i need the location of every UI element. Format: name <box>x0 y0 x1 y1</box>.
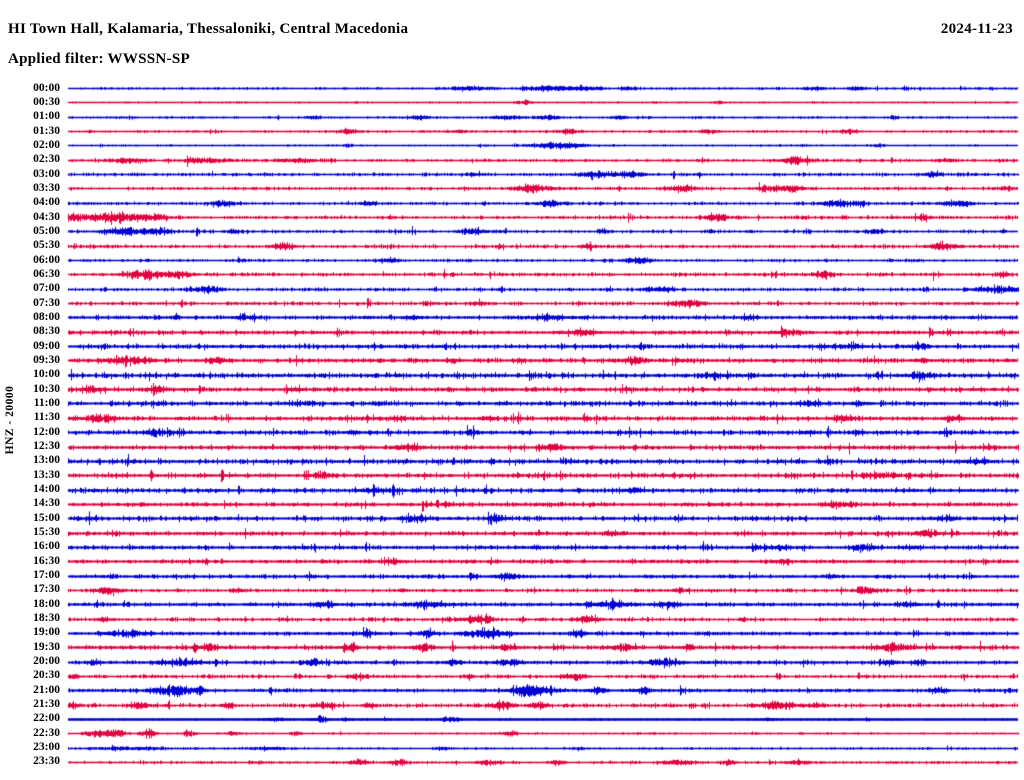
time-label: 03:30 <box>33 181 60 194</box>
time-label: 19:30 <box>33 640 60 653</box>
time-label: 12:00 <box>33 425 60 438</box>
time-label: 14:30 <box>33 497 60 510</box>
time-label: 17:00 <box>33 569 60 582</box>
time-label: 21:00 <box>33 683 60 696</box>
time-label: 20:00 <box>33 655 60 668</box>
station-title: HI Town Hall, Kalamaria, Thessaloniki, C… <box>8 21 409 37</box>
time-label: 21:30 <box>33 698 60 711</box>
time-label: 16:30 <box>33 554 60 567</box>
time-label: 23:30 <box>33 755 60 768</box>
time-label: 06:00 <box>33 253 60 266</box>
time-label: 16:00 <box>33 540 60 553</box>
time-label: 22:30 <box>33 726 60 739</box>
time-label: 04:30 <box>33 210 60 223</box>
time-label: 04:00 <box>33 196 60 209</box>
time-label: 14:00 <box>33 483 60 496</box>
date-label: 2024-11-23 <box>940 21 1013 37</box>
time-label: 22:00 <box>33 712 60 725</box>
time-label: 11:00 <box>33 396 60 409</box>
time-label: 08:30 <box>33 325 60 338</box>
time-label: 15:30 <box>33 526 60 539</box>
time-label: 10:00 <box>33 368 60 381</box>
time-label: 02:00 <box>33 138 60 151</box>
time-label: 12:30 <box>33 440 60 452</box>
time-label: 17:30 <box>33 583 60 596</box>
time-label: 18:30 <box>33 612 60 625</box>
time-label: 05:00 <box>33 224 60 237</box>
time-label: 15:00 <box>33 511 60 524</box>
time-labels: 00:00 00:30 01:00 01:30 02:00 02:30 03:00 03:30… <box>0 0 60 780</box>
filter-label: Applied filter: WWSSN-SP <box>8 51 190 67</box>
time-label: 13:00 <box>33 454 60 467</box>
time-label: 02:30 <box>33 153 60 166</box>
time-label: 00:30 <box>33 95 60 108</box>
time-label: 13:30 <box>33 468 60 481</box>
time-label: 07:30 <box>33 296 60 309</box>
time-label: 09:00 <box>33 339 60 352</box>
time-label: 08:00 <box>33 310 60 323</box>
time-label: 23:00 <box>33 741 60 754</box>
time-label: 05:30 <box>33 239 60 252</box>
time-label: 11:30 <box>33 411 60 424</box>
time-label: 00:00 <box>33 81 60 94</box>
time-label: 19:00 <box>33 626 60 639</box>
time-label: 10:30 <box>33 382 60 395</box>
time-label: 20:30 <box>33 669 60 682</box>
time-label: 01:00 <box>33 110 60 123</box>
time-label: 03:00 <box>33 167 60 180</box>
time-label: 07:00 <box>33 282 60 295</box>
time-label: 09:30 <box>33 353 60 366</box>
time-label: 18:00 <box>33 597 60 610</box>
time-label: 06:30 <box>33 267 60 280</box>
time-label: 01:30 <box>33 124 60 137</box>
